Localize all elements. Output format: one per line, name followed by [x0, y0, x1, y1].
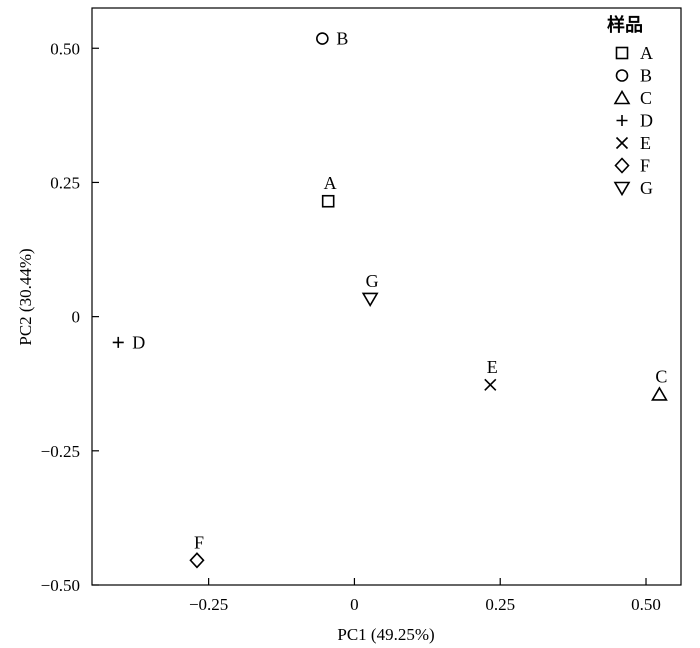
- point-c-label: C: [655, 366, 667, 386]
- legend-g-label: G: [640, 178, 653, 198]
- y-tick-label-1: 0.25: [50, 173, 80, 192]
- x-tick-label-2: 0.25: [485, 595, 515, 614]
- legend-title: 样品: [607, 14, 643, 36]
- legend-c-marker: [613, 89, 631, 105]
- point-a-label: A: [324, 173, 337, 193]
- y-tick-label-0: 0.50: [50, 39, 80, 58]
- point-d-marker: [112, 336, 124, 348]
- legend-b-label: B: [640, 66, 652, 86]
- legend-g-marker: [613, 181, 631, 197]
- x-tick-label-0: −0.25: [189, 595, 228, 614]
- legend-c-label: C: [640, 88, 652, 108]
- legend-d-label: D: [640, 111, 653, 131]
- x-tick-label-3: 0.50: [631, 595, 661, 614]
- legend-b-marker: [615, 69, 629, 82]
- point-e-marker: [484, 378, 497, 391]
- y-axis-title: PC2 (30.44%): [16, 248, 35, 345]
- y-tick-label-2: 0: [72, 308, 81, 327]
- legend-e-label: E: [640, 133, 651, 153]
- legend-d-marker: [616, 115, 628, 126]
- point-g-label: G: [366, 271, 379, 291]
- point-f-marker: [189, 552, 205, 569]
- point-b-marker: [316, 32, 329, 45]
- legend-f-marker: [614, 157, 630, 174]
- point-b-label: B: [336, 29, 348, 49]
- point-a-marker: [321, 194, 335, 208]
- point-g-marker: [361, 292, 379, 308]
- plot-frame: [91, 7, 682, 586]
- legend-a-marker: [615, 46, 629, 60]
- x-tick-label-1: 0: [350, 595, 359, 614]
- legend-a-label: A: [640, 43, 653, 63]
- x-axis-title: PC1 (49.25%): [337, 625, 434, 644]
- point-d-label: D: [132, 332, 145, 352]
- legend-e-marker: [615, 136, 629, 150]
- point-e-label: E: [487, 357, 498, 377]
- legend-f-label: F: [640, 156, 650, 176]
- axis-ticks: −0.25 0 0.25 0.50 0.50 0.25 0 −0.25 −0.50: [41, 39, 661, 614]
- y-tick-label-4: −0.50: [41, 576, 80, 595]
- y-tick-label-3: −0.25: [41, 442, 80, 461]
- point-f-label: F: [194, 532, 204, 552]
- point-c-marker: [651, 386, 668, 401]
